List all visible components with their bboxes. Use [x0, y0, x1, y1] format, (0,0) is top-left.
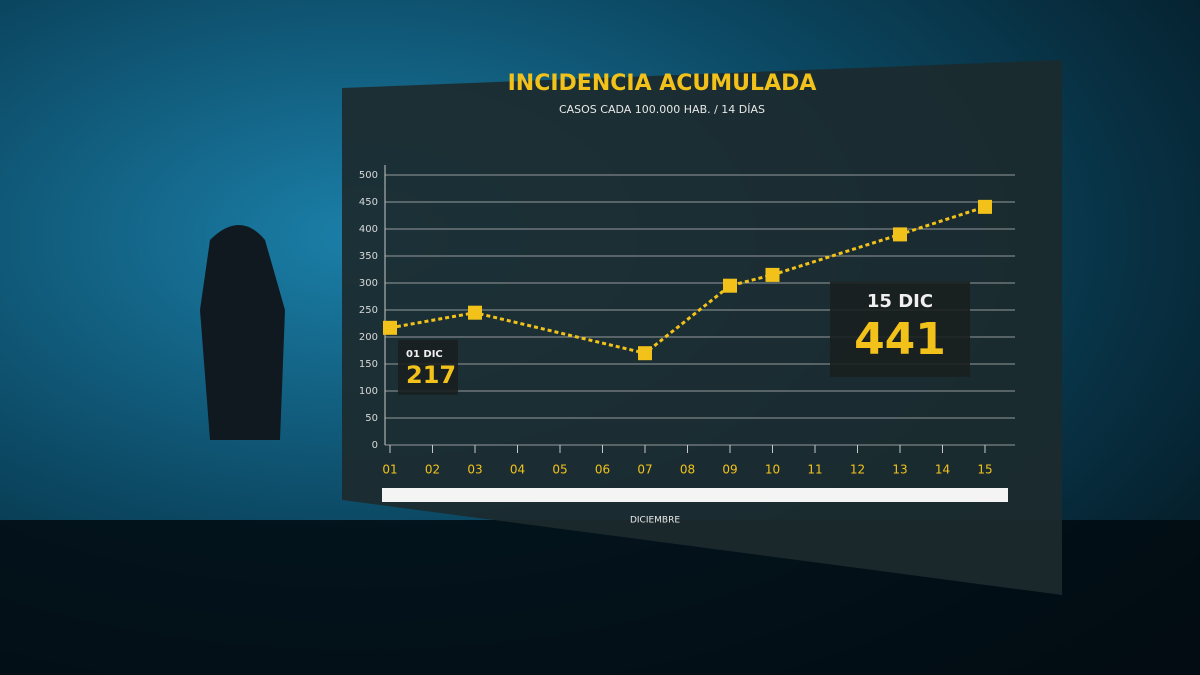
data-point [723, 278, 737, 293]
x-tick-label: 13 [892, 463, 907, 477]
annotation-label: 15 DIC [867, 291, 933, 312]
x-axis-label: DICIEMBRE [630, 516, 680, 526]
x-tick-label: 07 [637, 463, 652, 477]
data-point [978, 199, 992, 214]
x-tick-label: 04 [510, 463, 525, 477]
y-tick-label: 50 [365, 413, 378, 424]
data-point [638, 346, 652, 361]
x-axis-band [382, 488, 1008, 502]
annotation-box [398, 339, 458, 395]
x-tick-label: 01 [382, 463, 397, 477]
y-tick-label: 150 [359, 359, 378, 370]
y-tick-label: 0 [372, 440, 378, 451]
data-point [765, 267, 780, 282]
x-tick-label: 09 [722, 463, 737, 477]
y-tick-label: 450 [359, 197, 378, 208]
chart-title: INCIDENCIA ACUMULADA [508, 71, 817, 96]
x-tick-label: 10 [765, 463, 780, 477]
x-tick-label: 03 [467, 463, 482, 477]
x-tick-label: 14 [935, 463, 950, 477]
data-point [893, 227, 907, 242]
y-tick-label: 500 [359, 170, 378, 181]
y-tick-label: 350 [359, 251, 378, 262]
annotation-value: 441 [854, 314, 946, 365]
x-tick-label: 08 [680, 463, 695, 477]
annotation-value: 217 [406, 361, 456, 389]
screen-panel [342, 60, 1062, 595]
x-tick-label: 15 [977, 463, 992, 477]
chart-subtitle: CASOS CADA 100.000 HAB. / 14 DÍAS [559, 103, 765, 116]
y-tick-label: 300 [359, 278, 378, 289]
presenter [200, 225, 285, 440]
x-tick-label: 02 [425, 463, 440, 477]
x-tick-label: 05 [552, 463, 567, 477]
annotation-label: 01 DIC [406, 349, 443, 360]
y-tick-label: 200 [359, 332, 378, 343]
y-tick-label: 250 [359, 305, 378, 316]
data-point [468, 305, 482, 320]
x-tick-label: 12 [850, 463, 865, 477]
annotation-box [830, 281, 970, 377]
y-tick-label: 400 [359, 224, 378, 235]
y-tick-label: 100 [359, 386, 378, 397]
data-point [383, 320, 397, 335]
x-tick-label: 06 [595, 463, 610, 477]
x-tick-label: 11 [807, 463, 822, 477]
